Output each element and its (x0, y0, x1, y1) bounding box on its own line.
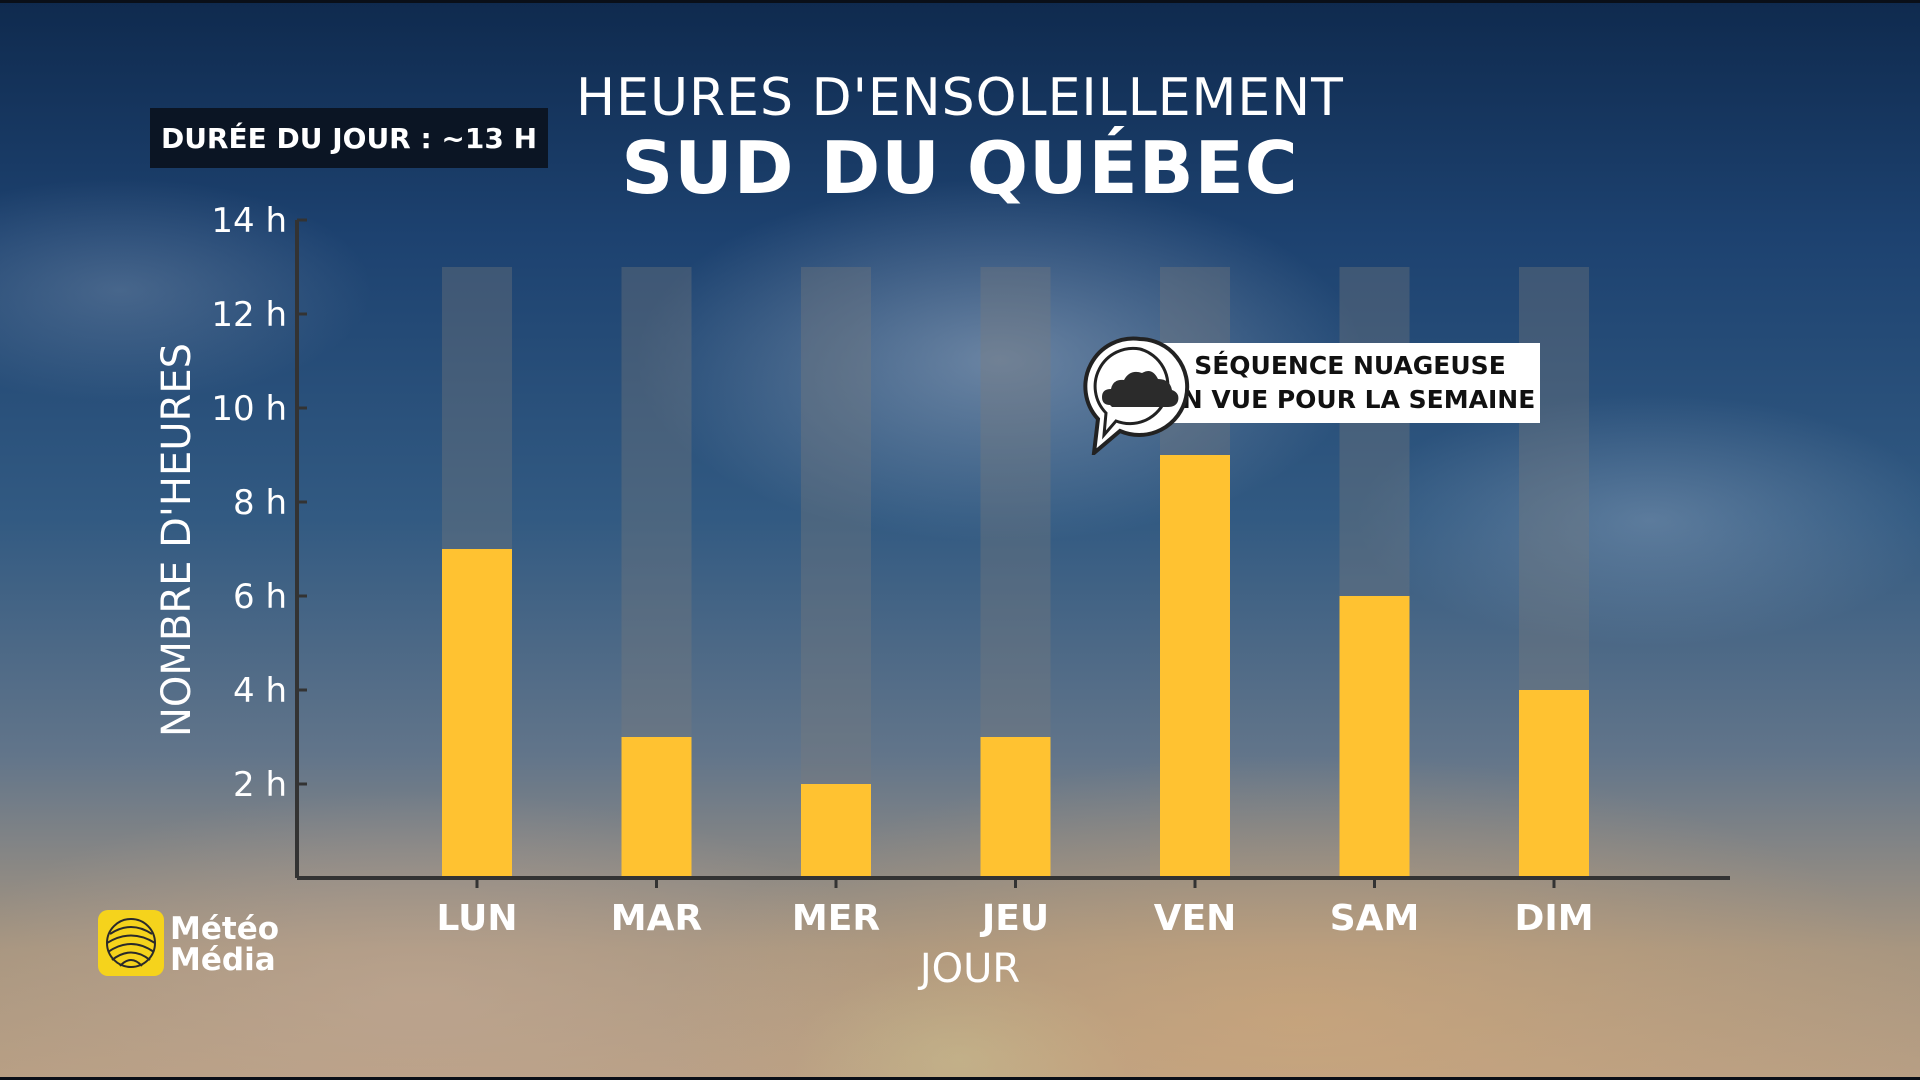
x-tick-label-mer: MER (792, 898, 880, 939)
y-tick-label: 10 h (211, 389, 287, 429)
chart-title: HEURES D'ENSOLEILLEMENT (576, 68, 1344, 128)
y-tick-label: 12 h (211, 295, 287, 335)
x-tick-label-dim: DIM (1514, 898, 1593, 939)
x-tick-label-lun: LUN (436, 898, 517, 939)
callout-line-2: EN VUE POUR LA SEMAINE (1164, 385, 1536, 414)
x-tick-label-ven: VEN (1154, 898, 1237, 939)
bar-sam (1339, 596, 1410, 878)
y-tick-label: 4 h (233, 671, 287, 711)
bar-ven (1160, 455, 1230, 878)
logo-line-1: Météo (170, 911, 280, 947)
meteomedia-globe-icon (98, 910, 164, 976)
bar-dim (1519, 690, 1589, 878)
x-ticks: LUN MAR MER JEU VEN SAM DIM (436, 878, 1594, 939)
bottom-frame-line (0, 1077, 1920, 1080)
y-tick-label: 8 h (233, 483, 287, 523)
cloud-speech-bubble-icon (1083, 336, 1190, 455)
y-tick-label: 14 h (211, 201, 287, 241)
logo-line-2: Média (170, 942, 276, 978)
sunshine-bars (442, 455, 1589, 878)
day-length-badge: DURÉE DU JOUR : ~13 H (150, 108, 548, 168)
bar-jeu (980, 737, 1051, 878)
bar-lun (442, 549, 512, 878)
x-axis-title: JOUR (917, 946, 1020, 992)
bar-mer (801, 784, 871, 878)
callout-box: SÉQUENCE NUAGEUSE EN VUE POUR LA SEMAINE (1160, 343, 1540, 423)
y-axis-title: NOMBRE D'HEURES (154, 343, 200, 737)
x-tick-label-mar: MAR (611, 898, 702, 939)
x-tick-label-jeu: JEU (979, 898, 1049, 939)
callout-line-1: SÉQUENCE NUAGEUSE (1194, 351, 1506, 380)
x-tick-label-sam: SAM (1330, 898, 1420, 939)
meteomedia-logo: Météo Média (98, 910, 298, 978)
chart-subtitle: SUD DU QUÉBEC (621, 126, 1299, 210)
bar-mar (621, 737, 692, 878)
logo-wordmark: Météo Média (170, 914, 279, 976)
cloudy-sequence-callout: SÉQUENCE NUAGEUSE EN VUE POUR LA SEMAINE (1080, 335, 1540, 455)
chart-axes (295, 220, 1730, 880)
top-frame-line (0, 0, 1920, 3)
y-ticks: 2 h 4 h 6 h 8 h 10 h 12 h 14 h (211, 201, 307, 805)
y-tick-label: 6 h (233, 577, 287, 617)
day-length-bar-mer (801, 267, 871, 878)
y-tick-label: 2 h (233, 765, 287, 805)
